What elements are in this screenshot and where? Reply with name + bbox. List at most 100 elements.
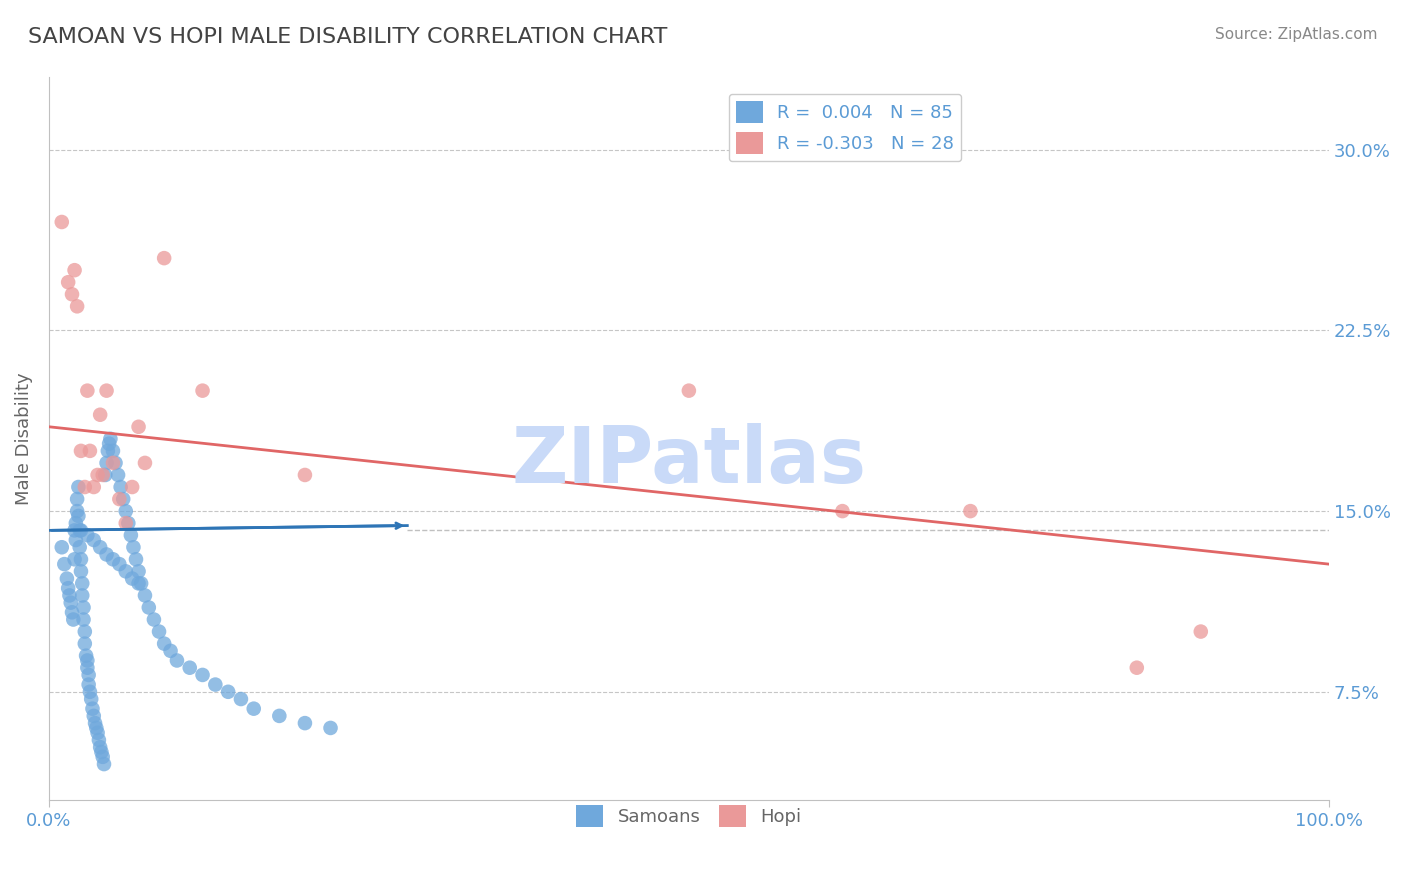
Point <box>63 524 86 538</box>
Point <box>112 491 135 506</box>
Point <box>72 600 94 615</box>
Point <box>77 668 100 682</box>
Point <box>229 692 252 706</box>
Point <box>108 557 131 571</box>
Point <box>153 251 176 265</box>
Point <box>69 541 91 555</box>
Point <box>128 565 150 579</box>
Point <box>79 443 101 458</box>
Point <box>94 467 117 482</box>
Point <box>70 565 93 579</box>
Point <box>90 745 112 759</box>
Point <box>73 624 96 639</box>
Text: ZIPatlas: ZIPatlas <box>512 423 866 499</box>
Point <box>204 677 226 691</box>
Point <box>128 419 150 434</box>
Point <box>83 533 105 547</box>
Point <box>70 576 93 591</box>
Point <box>79 685 101 699</box>
Point <box>73 637 96 651</box>
Point <box>56 275 79 289</box>
Point <box>138 600 160 615</box>
Point <box>319 721 342 735</box>
Point <box>831 504 853 518</box>
Point <box>70 589 93 603</box>
Point <box>60 605 83 619</box>
Point <box>69 524 91 538</box>
Point <box>91 467 114 482</box>
Point <box>82 701 104 715</box>
Point <box>77 677 100 691</box>
Point <box>101 552 124 566</box>
Point <box>67 480 90 494</box>
Point <box>153 637 176 651</box>
Point <box>76 384 98 398</box>
Point <box>53 557 76 571</box>
Point <box>83 480 105 494</box>
Point <box>59 596 82 610</box>
Point <box>62 613 84 627</box>
Point <box>959 504 981 518</box>
Point <box>101 456 124 470</box>
Point <box>86 721 108 735</box>
Point <box>108 491 131 506</box>
Point <box>72 613 94 627</box>
Point <box>86 725 108 739</box>
Point <box>678 384 700 398</box>
Point <box>114 565 136 579</box>
Point <box>134 456 156 470</box>
Point <box>80 692 103 706</box>
Point <box>294 467 316 482</box>
Point <box>70 443 93 458</box>
Point <box>51 215 73 229</box>
Point <box>76 661 98 675</box>
Point <box>96 456 118 470</box>
Point <box>96 384 118 398</box>
Y-axis label: Male Disability: Male Disability <box>15 373 32 505</box>
Point <box>89 408 111 422</box>
Point <box>83 709 105 723</box>
Point <box>66 504 89 518</box>
Point <box>89 740 111 755</box>
Point <box>89 541 111 555</box>
Point <box>98 436 121 450</box>
Point <box>179 661 201 675</box>
Text: SAMOAN VS HOPI MALE DISABILITY CORRELATION CHART: SAMOAN VS HOPI MALE DISABILITY CORRELATI… <box>28 27 668 46</box>
Point <box>65 516 87 530</box>
Point <box>66 491 89 506</box>
Point <box>97 443 120 458</box>
Point <box>117 516 139 530</box>
Point <box>76 528 98 542</box>
Point <box>56 581 79 595</box>
Point <box>269 709 291 723</box>
Point <box>121 480 143 494</box>
Point <box>84 716 107 731</box>
Point <box>87 733 110 747</box>
Point <box>91 749 114 764</box>
Point <box>63 263 86 277</box>
Text: Source: ZipAtlas.com: Source: ZipAtlas.com <box>1215 27 1378 42</box>
Point <box>120 528 142 542</box>
Point <box>96 548 118 562</box>
Point <box>294 716 316 731</box>
Point <box>86 467 108 482</box>
Point <box>76 653 98 667</box>
Point <box>128 576 150 591</box>
Point <box>122 541 145 555</box>
Point <box>51 541 73 555</box>
Point <box>1189 624 1212 639</box>
Point <box>58 589 80 603</box>
Point <box>100 432 122 446</box>
Legend: Samoans, Hopi: Samoans, Hopi <box>569 798 808 835</box>
Point <box>101 443 124 458</box>
Point <box>73 480 96 494</box>
Point <box>67 508 90 523</box>
Point <box>56 572 79 586</box>
Point <box>114 504 136 518</box>
Point <box>148 624 170 639</box>
Point <box>70 552 93 566</box>
Point <box>142 613 165 627</box>
Point <box>66 299 89 313</box>
Point <box>217 685 239 699</box>
Point <box>70 524 93 538</box>
